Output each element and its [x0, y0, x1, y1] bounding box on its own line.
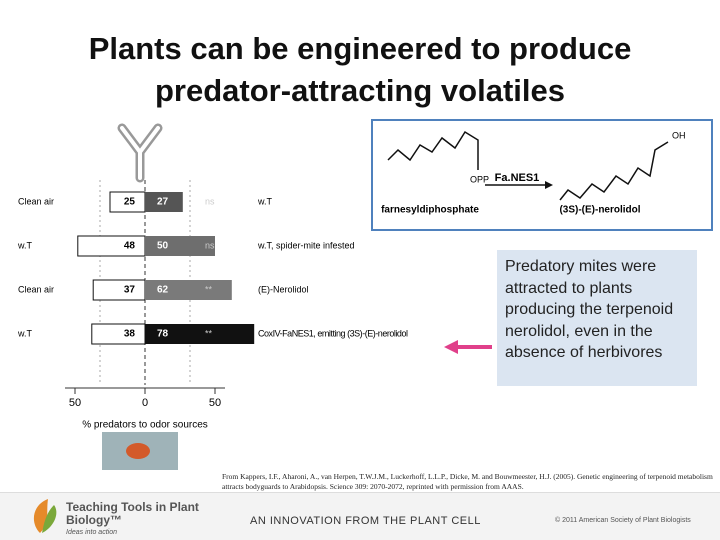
- reaction-arrowhead: [545, 181, 553, 189]
- right-bar: [145, 236, 215, 256]
- left-bar: [91, 323, 146, 345]
- substrate: farnesyldiphosphate: [381, 205, 479, 216]
- enzyme: Fa.NES1: [495, 172, 540, 184]
- significance: **: [205, 328, 213, 338]
- right-value: 78: [157, 329, 169, 340]
- right-value: 62: [157, 285, 169, 296]
- callout-arrowhead: [444, 340, 458, 354]
- row-label: Clean air: [18, 284, 54, 294]
- footer: Teaching Tools in Plant Biology™ Ideas i…: [0, 492, 720, 540]
- left-value: 38: [124, 329, 136, 340]
- x-tick-label: 0: [142, 397, 148, 409]
- x-tick-label: 50: [209, 397, 221, 409]
- row-label: Clean air: [18, 196, 54, 206]
- right-bar: [145, 192, 183, 212]
- left-value: 48: [124, 241, 136, 252]
- product-structure: [559, 141, 669, 201]
- right-bar: [145, 280, 232, 300]
- olfactometer-inner: [120, 126, 160, 180]
- innovation: AN INNOVATION FROM THE PLANT CELL: [250, 515, 481, 527]
- scheme-frame: [371, 119, 713, 231]
- treatment: w.T, spider-mite infested: [257, 240, 355, 250]
- treatment: CoxIV-FaNES1, emitting (3S)-(E)-nerolido…: [258, 328, 408, 338]
- significance: ns: [205, 240, 215, 250]
- product: (3S)-(E)-nerolidol: [559, 205, 640, 216]
- right-value: 27: [157, 197, 169, 208]
- significance: **: [205, 284, 213, 294]
- figure: % predators to odor sources Fa.NES1 OPP …: [17, 119, 713, 470]
- x-tick-label: 50: [69, 397, 81, 409]
- row-label: w.T: [17, 328, 33, 338]
- product-group: OH: [672, 130, 686, 140]
- copyright: © 2011 American Society of Plant Biologi…: [555, 517, 691, 524]
- right-value: 50: [157, 241, 169, 252]
- left-bar: [92, 279, 146, 301]
- mite: [126, 443, 150, 459]
- left-value: 25: [124, 197, 136, 208]
- significance: ns: [205, 196, 215, 206]
- logo: [33, 499, 57, 533]
- x-axis-label: % predators to odor sources: [82, 420, 208, 431]
- treatment: w.T: [257, 196, 273, 206]
- substrate-structure: [387, 130, 479, 170]
- row-label: w.T: [17, 240, 33, 250]
- left-value: 37: [124, 285, 136, 296]
- right-bar: [145, 324, 255, 344]
- treatment: (E)-Nerolidol: [258, 284, 309, 294]
- slide-title: Plants can be engineered to produce pred…: [88, 31, 632, 108]
- citation: From Kappers, I.F., Aharoni, A., van Her…: [222, 472, 713, 491]
- tagline: Ideas into action: [66, 529, 117, 536]
- brand: Teaching Tools in Plant Biology™: [66, 500, 199, 527]
- callout: Predatory mites were attracted to plants…: [497, 250, 697, 386]
- substrate-group: OPP: [470, 174, 489, 184]
